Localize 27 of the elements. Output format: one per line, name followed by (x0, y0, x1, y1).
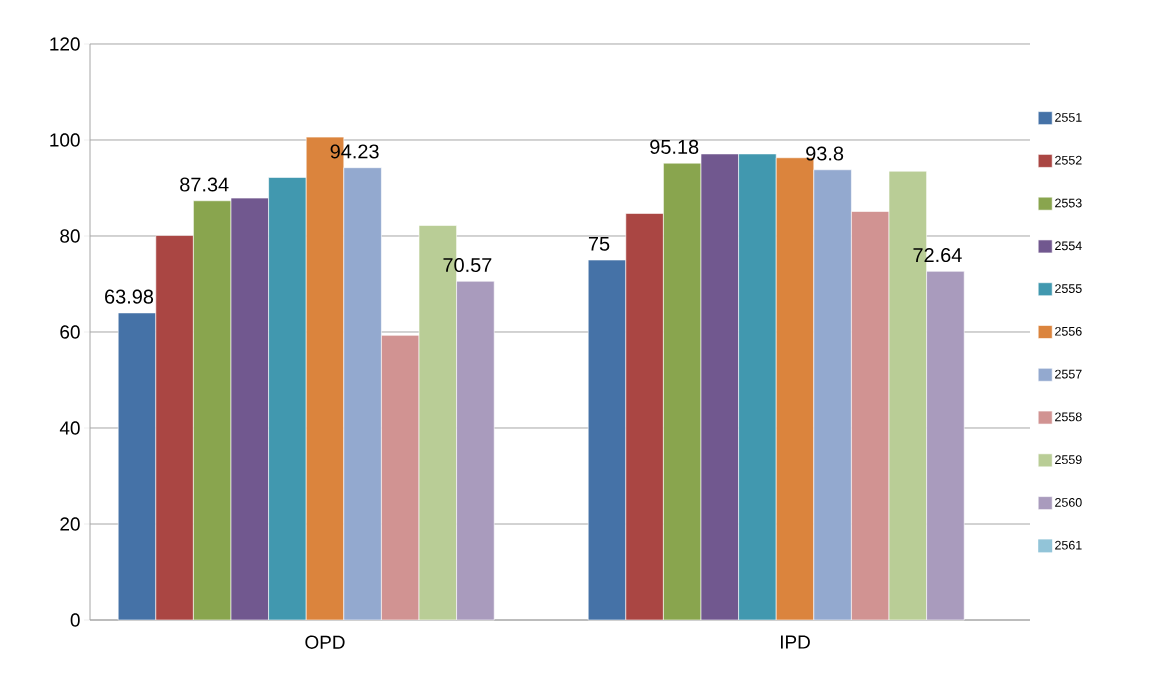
data-label: 93.8 (806, 146, 844, 161)
x-tick-label: IPD (780, 635, 810, 649)
legend-label: 2553 (1055, 198, 1082, 208)
legend-label: 2556 (1055, 326, 1082, 336)
y-tick-label: 80 (60, 229, 80, 243)
y-tick-label: 0 (70, 613, 80, 627)
y-tick-label: 20 (60, 517, 80, 531)
legend-label: 2558 (1055, 412, 1082, 422)
data-label: 87.34 (180, 177, 229, 192)
legend-label: 2555 (1055, 284, 1082, 293)
legend-label: 2559 (1055, 455, 1082, 465)
legend-label: 2557 (1055, 369, 1082, 379)
legend-label: 2561 (1055, 540, 1082, 550)
data-label: 72.64 (913, 248, 962, 263)
legend-label: 2560 (1055, 498, 1082, 507)
data-label: 63.98 (105, 289, 154, 304)
y-tick-label: 40 (59, 421, 80, 435)
data-label: 95.18 (650, 139, 699, 154)
data-label: 70.57 (443, 257, 492, 273)
legend-label: 2554 (1055, 241, 1082, 251)
y-tick-label: 100 (50, 133, 80, 147)
legend-label: 2551 (1055, 113, 1082, 122)
data-label: 75 (588, 236, 610, 251)
legend-label: 2552 (1055, 155, 1082, 165)
y-tick-label: 120 (50, 37, 80, 51)
y-tick-label: 60 (60, 325, 80, 339)
x-tick-label: OPD (305, 635, 345, 649)
